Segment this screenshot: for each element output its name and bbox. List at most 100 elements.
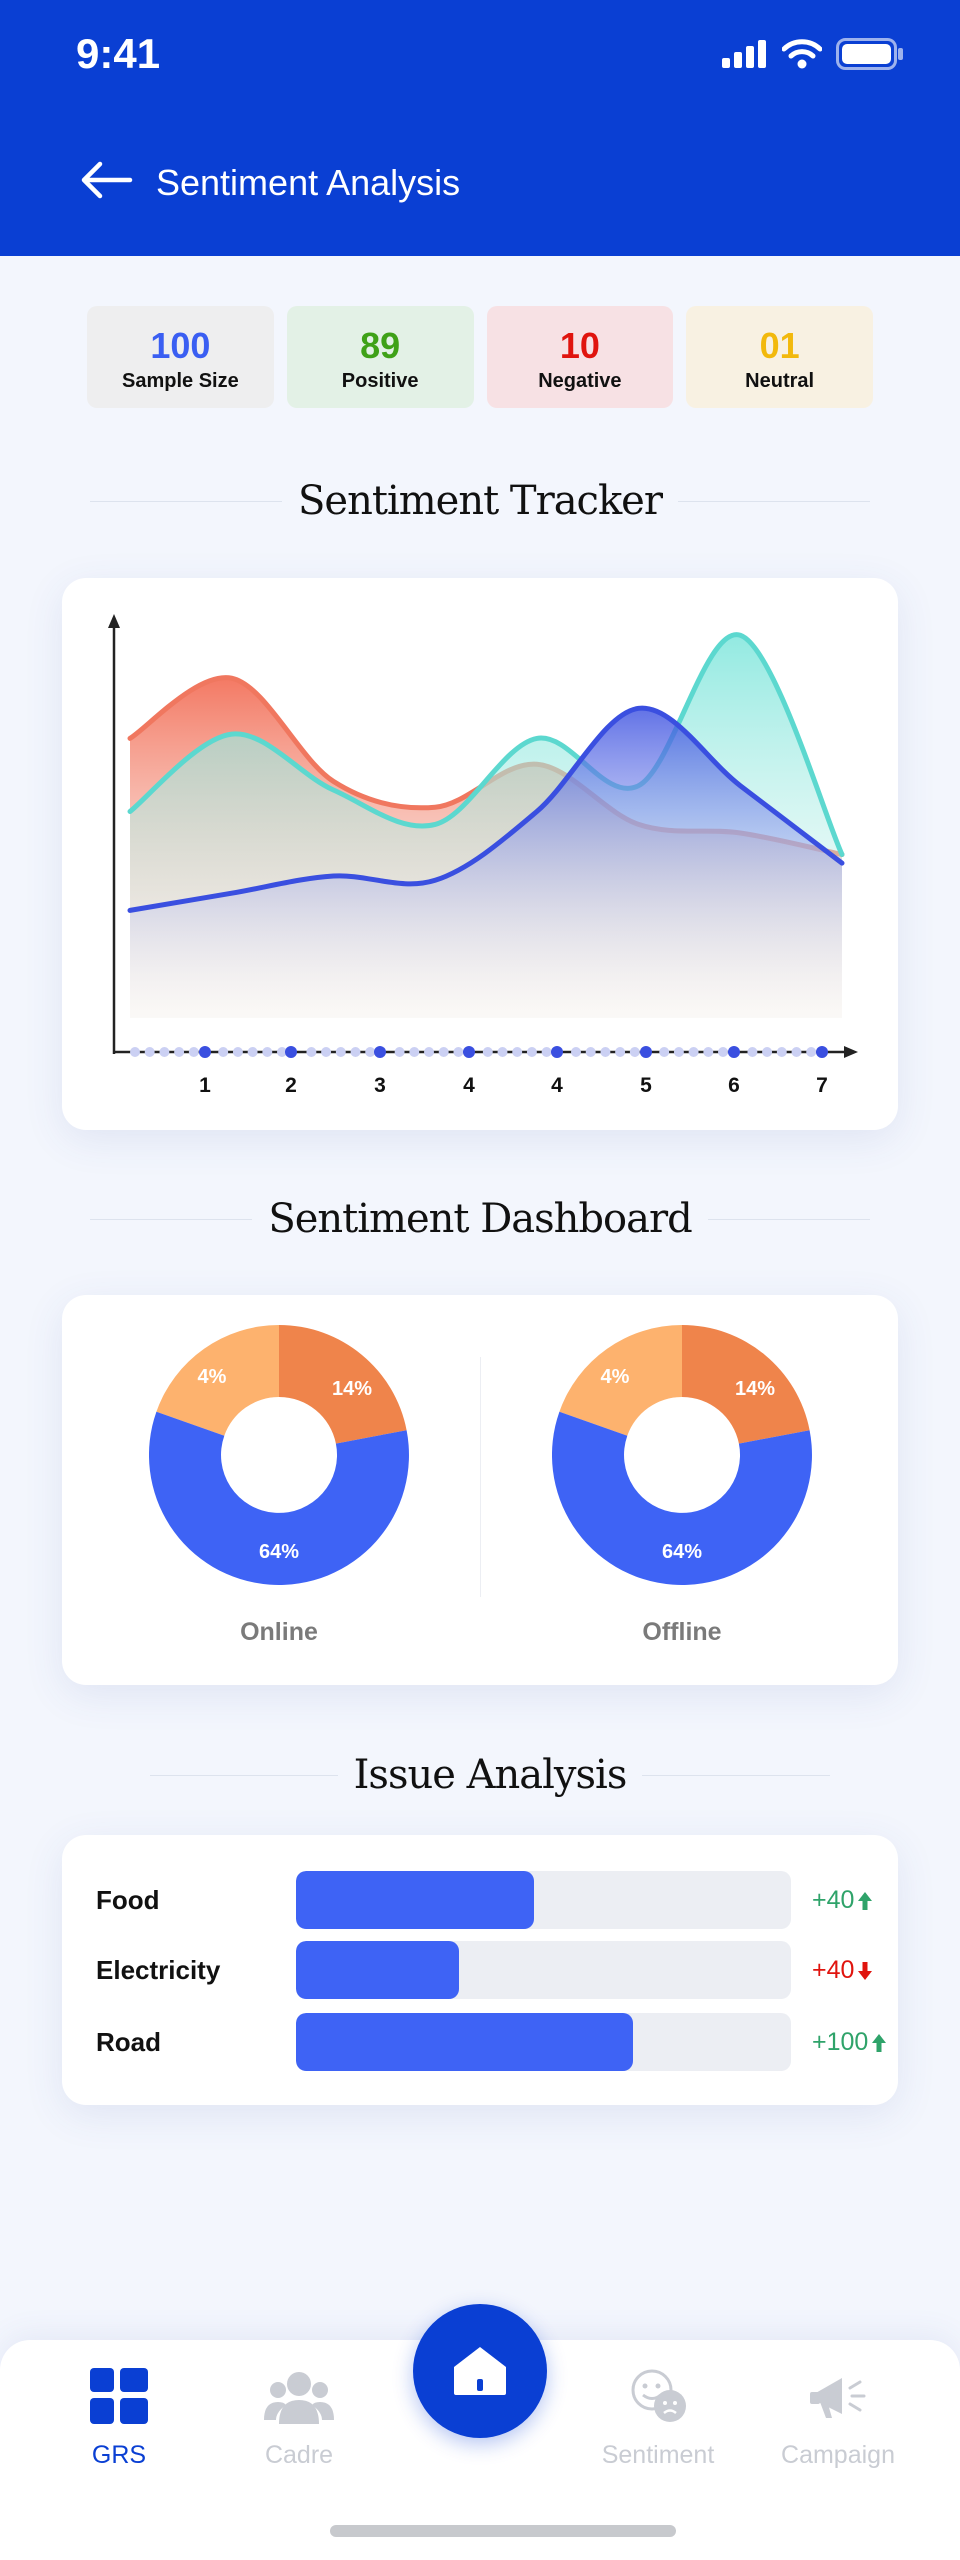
x-tick-major bbox=[374, 1046, 386, 1058]
divider bbox=[480, 1357, 481, 1597]
x-tick-minor bbox=[218, 1047, 229, 1057]
slice-label-left: 4% bbox=[198, 1366, 227, 1388]
x-tick-minor bbox=[482, 1047, 493, 1057]
x-tick-label: 3 bbox=[374, 1074, 386, 1097]
home-button[interactable] bbox=[413, 2304, 547, 2438]
x-tick-minor bbox=[247, 1047, 258, 1057]
home-icon bbox=[454, 2347, 506, 2395]
x-tick-major bbox=[551, 1046, 563, 1058]
issue-bar-track bbox=[296, 1871, 791, 1929]
x-tick-minor bbox=[394, 1047, 405, 1057]
x-tick-minor bbox=[512, 1047, 523, 1057]
section-title: Sentiment Dashboard bbox=[268, 1196, 692, 1242]
x-tick-minor bbox=[629, 1047, 640, 1057]
x-tick-minor bbox=[703, 1047, 714, 1057]
issue-delta: +40 bbox=[812, 1956, 874, 1985]
nav-item-campaign[interactable]: Campaign bbox=[748, 2368, 928, 2470]
donut-label: Offline bbox=[642, 1618, 722, 1646]
x-tick-minor bbox=[438, 1047, 449, 1057]
status-time: 9:41 bbox=[76, 30, 161, 77]
donut-chart-offline: 14% 4% 64% bbox=[551, 1325, 812, 1585]
x-axis-labels: 1 2 3 4 4 5 6 7 bbox=[199, 1074, 828, 1097]
x-tick-major bbox=[728, 1046, 740, 1058]
slice-14 bbox=[279, 1325, 407, 1444]
slice-14 bbox=[682, 1325, 810, 1444]
divider bbox=[90, 500, 283, 502]
x-tick-minor bbox=[762, 1047, 773, 1057]
x-tick-minor bbox=[497, 1047, 508, 1057]
x-tick-minor bbox=[776, 1047, 787, 1057]
x-tick-major bbox=[285, 1046, 297, 1058]
x-axis-dots bbox=[130, 1046, 828, 1058]
issue-name: Electricity bbox=[96, 1955, 221, 1985]
grid-icon bbox=[90, 2368, 148, 2424]
divider bbox=[642, 1774, 830, 1776]
x-tick-minor bbox=[659, 1047, 670, 1057]
issue-bar-track bbox=[296, 1941, 791, 1999]
x-tick-minor bbox=[453, 1047, 464, 1057]
divider bbox=[90, 1218, 253, 1220]
x-tick-minor bbox=[526, 1047, 537, 1057]
section-title: Sentiment Tracker bbox=[298, 478, 663, 524]
stat-value: 01 bbox=[759, 325, 800, 366]
x-tick-minor bbox=[262, 1047, 273, 1057]
stat-label: Negative bbox=[538, 370, 622, 392]
x-tick-minor bbox=[350, 1047, 361, 1057]
line-series-1 bbox=[127, 632, 845, 857]
donut-chart-online: 14% 4% 64% bbox=[148, 1325, 409, 1585]
arrow-down-icon bbox=[858, 1961, 873, 1980]
arrow-up-icon bbox=[872, 2033, 887, 2052]
x-tick-minor bbox=[277, 1047, 287, 1057]
section-title: Issue Analysis bbox=[353, 1752, 628, 1798]
wifi-icon bbox=[782, 39, 822, 69]
issue-bar-fill bbox=[296, 1941, 460, 1999]
x-tick-minor bbox=[130, 1047, 140, 1057]
x-tick-label: 2 bbox=[285, 1074, 297, 1097]
issue-delta: +100 bbox=[812, 2028, 888, 2057]
x-tick-major bbox=[816, 1046, 828, 1058]
x-tick-minor bbox=[718, 1047, 728, 1057]
x-tick-minor bbox=[232, 1047, 243, 1057]
section-heading-dashboard: Sentiment Dashboard bbox=[90, 1196, 871, 1242]
issue-bar-track bbox=[296, 2013, 791, 2071]
nav-item-sentiment[interactable]: Sentiment bbox=[568, 2368, 748, 2470]
donut-label: Online bbox=[240, 1618, 318, 1646]
x-tick-label: 7 bbox=[816, 1074, 828, 1097]
tracker-card: 1 2 3 4 4 5 6 7 bbox=[62, 578, 898, 1130]
back-arrow-icon[interactable] bbox=[78, 160, 134, 200]
nav-item-grs[interactable]: GRS bbox=[29, 2368, 209, 2470]
x-tick-minor bbox=[806, 1047, 817, 1057]
slice-label-left: 4% bbox=[601, 1366, 630, 1388]
nav-item-cadre[interactable]: Cadre bbox=[209, 2368, 389, 2470]
x-tick-minor bbox=[188, 1047, 199, 1057]
x-tick-label: 1 bbox=[199, 1074, 211, 1097]
stat-label: Positive bbox=[341, 370, 419, 392]
stat-label: Neutral bbox=[745, 370, 815, 392]
x-tick-minor bbox=[747, 1047, 758, 1057]
x-tick-minor bbox=[321, 1047, 332, 1057]
issue-row-electricity: Electricity +40 bbox=[96, 1941, 876, 1999]
bottom-nav: GRS Cadre Sentiment bbox=[0, 2304, 960, 2560]
x-axis-arrow bbox=[844, 1046, 858, 1058]
x-tick-minor bbox=[673, 1047, 684, 1057]
area-series-2 bbox=[130, 708, 842, 1018]
x-tick-minor bbox=[571, 1047, 581, 1057]
stat-label: Sample Size bbox=[122, 370, 239, 392]
donut-online: 14% 4% 64% Online bbox=[148, 1325, 409, 1647]
chart-areas bbox=[127, 632, 845, 1018]
section-heading-tracker: Sentiment Tracker bbox=[90, 478, 870, 524]
slice-label-right: 14% bbox=[735, 1378, 775, 1400]
x-tick-minor bbox=[365, 1047, 376, 1057]
battery-icon bbox=[836, 38, 903, 70]
x-tick-minor bbox=[174, 1047, 185, 1057]
x-tick-major bbox=[463, 1046, 475, 1058]
issues-card: Food +40 Electricity +40 Road +100 bbox=[62, 1835, 898, 2105]
issue-delta-value: +100 bbox=[812, 2028, 869, 2056]
y-axis-arrow bbox=[108, 614, 120, 628]
x-tick-minor bbox=[144, 1047, 155, 1057]
issue-row-food: Food +40 bbox=[96, 1871, 876, 1929]
donut-offline: 14% 4% 64% Offline bbox=[551, 1325, 812, 1647]
x-tick-minor bbox=[159, 1047, 170, 1057]
nav-label: Sentiment bbox=[601, 2441, 715, 2469]
x-tick-minor bbox=[600, 1047, 611, 1057]
